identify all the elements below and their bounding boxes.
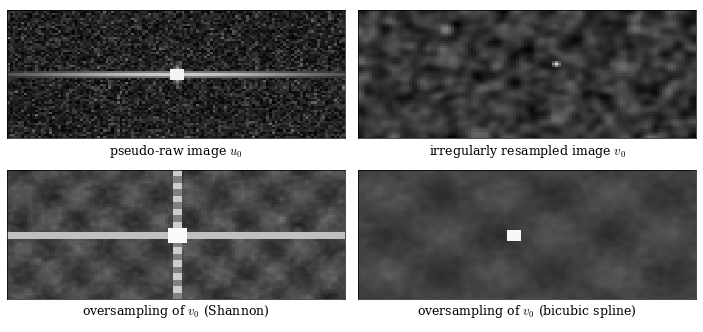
X-axis label: oversampling of $v_0$ (Shannon): oversampling of $v_0$ (Shannon) [82, 303, 270, 320]
X-axis label: pseudo-raw image $u_0$: pseudo-raw image $u_0$ [109, 142, 243, 159]
X-axis label: oversampling of $v_0$ (bicubic spline): oversampling of $v_0$ (bicubic spline) [418, 303, 637, 320]
X-axis label: irregularly resampled image $v_0$: irregularly resampled image $v_0$ [429, 142, 626, 159]
